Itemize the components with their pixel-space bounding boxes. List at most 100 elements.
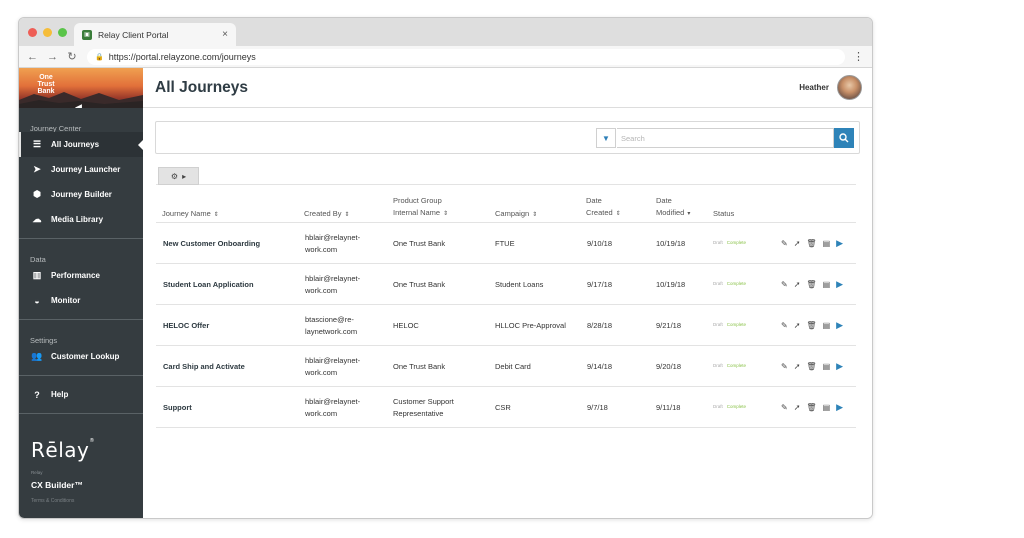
journey-name[interactable]: Card Ship and Activate <box>163 362 245 371</box>
sidebar-item-journey-builder[interactable]: ⬢ Journey Builder <box>19 182 143 207</box>
search-button[interactable] <box>834 128 854 148</box>
send-icon[interactable]: ➚ <box>793 280 801 289</box>
edit-pencil-icon[interactable]: ✎ <box>781 239 788 248</box>
cubes-icon: ⬢ <box>33 189 41 199</box>
relay-logo-subtext: Relay <box>31 470 43 475</box>
sort-icon: ⇕ <box>615 211 621 217</box>
status-complete[interactable]: Complete <box>726 363 747 368</box>
sidebar-item-all-journeys[interactable]: ☰ All Journeys <box>19 132 144 157</box>
header-journey-name[interactable]: Journey Name ⇕ <box>162 209 219 218</box>
sidebar-item-media-library[interactable]: ☁ Media Library <box>19 207 143 232</box>
document-icon[interactable]: ▤ <box>822 280 831 289</box>
avatar[interactable] <box>837 75 862 100</box>
settings-menu-button[interactable]: ⚙ ▸ <box>158 167 199 185</box>
date-modified: 9/11/18 <box>656 403 681 412</box>
header-date-created[interactable]: Date Created ⇕ <box>586 196 621 217</box>
status-draft[interactable]: Draft <box>713 322 723 327</box>
terms-link[interactable]: Terms & Conditions <box>31 498 75 504</box>
question-icon: ? <box>34 389 40 400</box>
gears-icon: ⚙ <box>170 171 179 181</box>
browser-tab[interactable]: ▣ Relay Client Portal × <box>74 23 236 46</box>
status-complete[interactable]: Complete <box>726 281 747 286</box>
table-row[interactable]: New Customer Onboarding hblair@relaynet-… <box>156 223 856 264</box>
back-arrow-icon[interactable]: ← <box>27 50 38 63</box>
trash-icon[interactable]: 🗑 <box>806 280 817 289</box>
journey-name[interactable]: Student Loan Application <box>163 280 254 289</box>
send-icon[interactable]: ➚ <box>793 321 801 330</box>
tab-close-icon[interactable]: × <box>222 29 228 40</box>
play-icon[interactable]: ▶ <box>836 361 844 371</box>
status-badges: Draft Complete <box>713 240 746 245</box>
edit-pencil-icon[interactable]: ✎ <box>781 321 788 330</box>
date-modified: 10/19/18 <box>656 239 686 248</box>
trash-icon[interactable]: 🗑 <box>806 403 817 412</box>
sidebar-item-customer-lookup[interactable]: 👥 Customer Lookup <box>19 344 143 369</box>
browser-menu-icon[interactable]: ⋮ <box>853 51 864 63</box>
sidebar-divider <box>19 319 143 320</box>
status-draft[interactable]: Draft <box>713 240 723 245</box>
status-complete[interactable]: Complete <box>726 404 747 409</box>
filter-dropdown-button[interactable]: ▼ <box>596 128 616 148</box>
reload-icon[interactable]: ↻ <box>67 51 77 63</box>
sidebar-item-monitor[interactable]: ◒ Monitor <box>19 288 143 313</box>
edit-pencil-icon[interactable]: ✎ <box>781 280 788 289</box>
journey-name[interactable]: Support <box>163 403 192 412</box>
sidebar-item-label: Customer Lookup <box>51 352 120 361</box>
document-icon[interactable]: ▤ <box>822 403 831 412</box>
collapse-sidebar-icon[interactable]: ◀ <box>75 102 82 108</box>
product-group: HELOC <box>393 321 419 330</box>
status-badges: Draft Complete <box>713 363 746 368</box>
date-created: 9/17/18 <box>587 280 613 289</box>
document-icon[interactable]: ▤ <box>822 362 831 371</box>
campaign: Debit Card <box>495 362 531 371</box>
status-complete[interactable]: Complete <box>726 322 747 327</box>
sidebar-item-label: Performance <box>51 271 100 280</box>
sidebar-item-performance[interactable]: ▥ Performance <box>19 263 143 288</box>
trash-icon[interactable]: 🗑 <box>806 239 817 248</box>
cloud-icon: ☁ <box>32 214 42 224</box>
play-icon[interactable]: ▶ <box>836 402 844 412</box>
document-icon[interactable]: ▤ <box>822 321 831 330</box>
close-window-button[interactable] <box>28 28 37 37</box>
user-name[interactable]: Heather <box>799 83 829 92</box>
table-row[interactable]: Support hblair@relaynet-work.com Custome… <box>156 387 856 428</box>
url-text: https://portal.relayzone.com/journeys <box>108 51 256 62</box>
document-icon[interactable]: ▤ <box>822 239 831 248</box>
status-complete[interactable]: Complete <box>726 240 747 245</box>
status-draft[interactable]: Draft <box>713 404 723 409</box>
url-field[interactable]: 🔒 https://portal.relayzone.com/journeys <box>87 48 845 65</box>
play-icon[interactable]: ▶ <box>836 238 844 248</box>
header-campaign[interactable]: Campaign ⇕ <box>495 209 538 218</box>
sort-icon: ⇕ <box>344 212 350 218</box>
send-icon[interactable]: ➚ <box>793 362 801 371</box>
sidebar-item-help[interactable]: ? Help <box>19 382 143 407</box>
sidebar-item-label: All Journeys <box>51 140 100 149</box>
edit-pencil-icon[interactable]: ✎ <box>781 403 788 412</box>
trash-icon[interactable]: 🗑 <box>806 362 817 371</box>
table-row[interactable]: Card Ship and Activate hblair@relaynet-w… <box>156 346 856 387</box>
header-date-modified[interactable]: Date Modified ▾ <box>656 196 691 217</box>
journey-name[interactable]: New Customer Onboarding <box>163 239 261 248</box>
campaign: FTUE <box>495 239 515 248</box>
header-status: Status <box>713 209 735 218</box>
journey-name[interactable]: HELOC Offer <box>163 321 210 330</box>
date-created: 9/10/18 <box>587 239 613 248</box>
send-icon[interactable]: ➚ <box>793 239 801 248</box>
trash-icon[interactable]: 🗑 <box>806 321 817 330</box>
sidebar-item-journey-launcher[interactable]: ➤ Journey Launcher <box>19 157 143 182</box>
send-icon[interactable]: ➚ <box>793 403 801 412</box>
forward-arrow-icon[interactable]: → <box>47 50 58 63</box>
play-icon[interactable]: ▶ <box>836 320 844 330</box>
status-draft[interactable]: Draft <box>713 281 723 286</box>
status-draft[interactable]: Draft <box>713 363 723 368</box>
header-product-group[interactable]: Product Group Internal Name ⇕ <box>393 196 449 217</box>
table-row[interactable]: HELOC Offer btascione@re-laynetwork.com … <box>156 305 856 346</box>
edit-pencil-icon[interactable]: ✎ <box>781 362 788 371</box>
maximize-window-button[interactable] <box>58 28 67 37</box>
paper-plane-icon: ➤ <box>33 164 41 174</box>
minimize-window-button[interactable] <box>43 28 52 37</box>
search-input[interactable] <box>617 128 834 148</box>
header-created-by[interactable]: Created By ⇕ <box>304 209 350 218</box>
table-row[interactable]: Student Loan Application hblair@relaynet… <box>156 264 856 305</box>
play-icon[interactable]: ▶ <box>836 279 844 289</box>
